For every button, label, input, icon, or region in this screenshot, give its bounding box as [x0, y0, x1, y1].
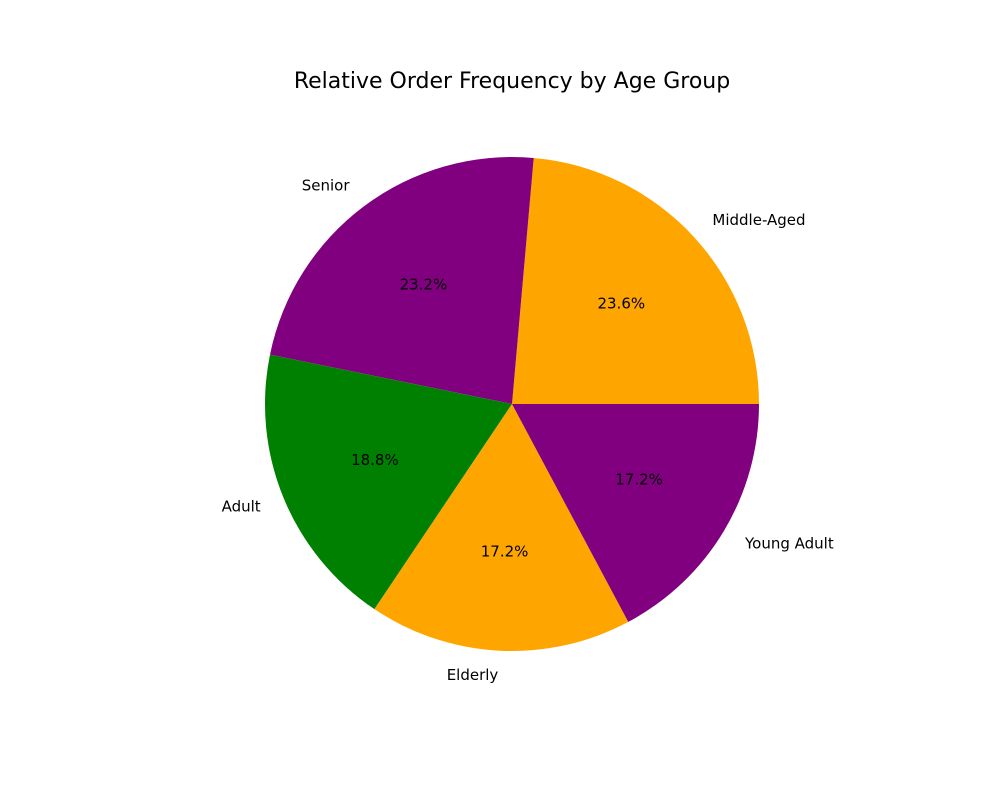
- pie-slice-young-adult: [512, 404, 759, 622]
- slice-label-adult: Adult: [222, 498, 261, 516]
- slice-label-young-adult: Young Adult: [744, 534, 834, 552]
- slice-label-elderly: Elderly: [447, 666, 499, 684]
- slice-label-middle-aged: Middle-Aged: [712, 211, 805, 229]
- chart-title: Relative Order Frequency by Age Group: [294, 69, 730, 94]
- pie-labels: Middle-Aged 23.6% Senior 23.2% Adult 18.8% Eld…: [222, 177, 834, 684]
- slice-label-senior: Senior: [302, 177, 351, 195]
- pct-label-young-adult: 17.2%: [615, 471, 663, 489]
- pie-slice-elderly: [374, 404, 629, 652]
- pct-label-adult: 18.8%: [351, 451, 399, 469]
- pct-label-elderly: 17.2%: [481, 543, 529, 561]
- pie-slice-senior: [269, 156, 534, 404]
- pct-label-senior: 23.2%: [400, 276, 448, 294]
- pie-slices: [265, 156, 759, 652]
- pct-label-middle-aged: 23.6%: [597, 294, 645, 312]
- pie-slice-middle-aged: [512, 157, 759, 404]
- pie-slice-adult: [265, 354, 512, 610]
